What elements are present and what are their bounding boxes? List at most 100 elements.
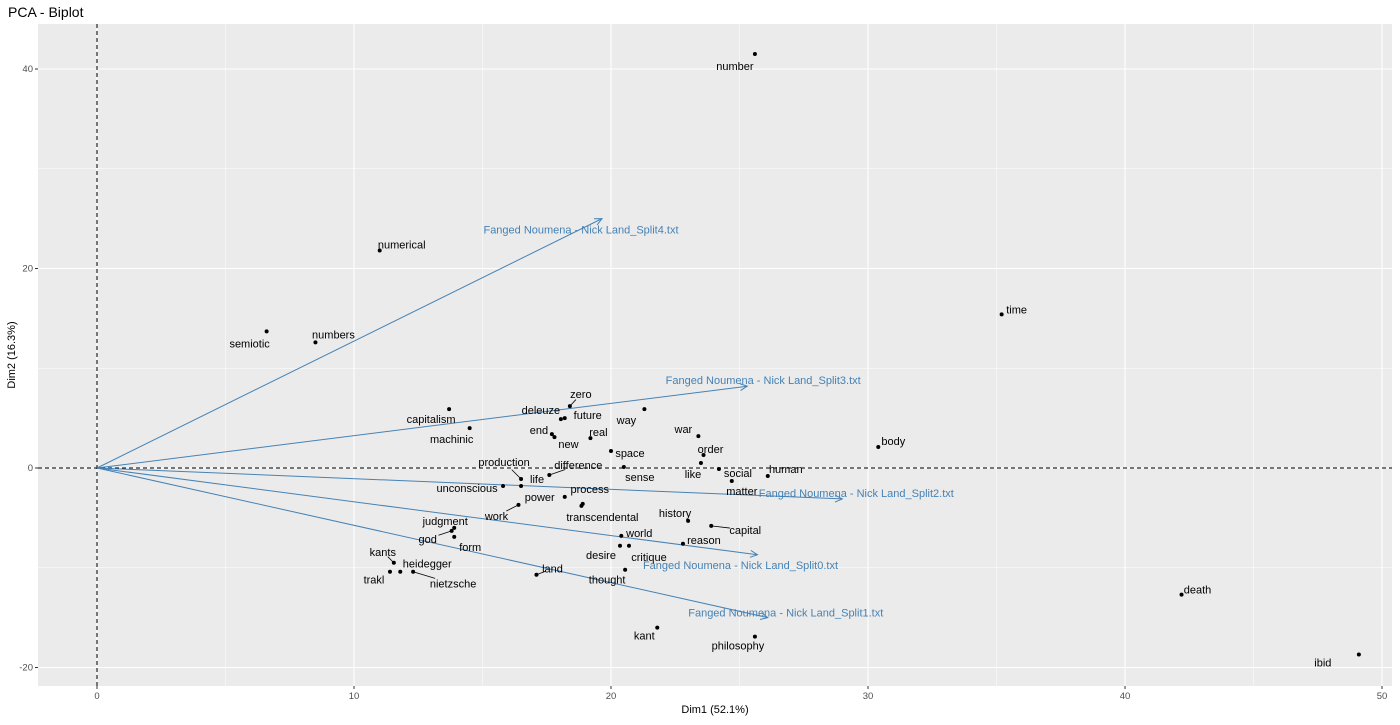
y-tick-label: 20 [22,264,33,275]
point-matter: matter [726,478,758,498]
point-marker [562,494,567,499]
point-label: number [716,61,754,73]
point-future: future [562,410,602,422]
label-connector [412,571,436,579]
point-marker [377,248,382,253]
point-label: way [616,415,637,427]
x-axis-label: Dim1 (52.1%) [681,704,748,716]
point-marker [452,534,457,539]
label-connector [438,530,452,536]
variable-arrow [96,467,843,500]
point-marker [534,572,539,577]
point-label: new [558,439,578,451]
point-marker [501,483,506,488]
point-label: death [1184,585,1212,597]
variable-label: Fanged Noumena - Nick Land_Split0.txt [643,560,838,572]
point-label: history [659,508,692,520]
chart-title: PCA - Biplot [8,4,84,20]
point-label: desire [586,550,616,562]
variable-label: Fanged Noumena - Nick Land_Split1.txt [688,608,883,620]
point-label: capitalism [407,414,456,426]
variable-label: Fanged Noumena - Nick Land_Split3.txt [666,375,861,387]
point-label: philosophy [712,641,765,653]
point-label: end [530,425,548,437]
point-label: zero [570,389,591,401]
point-label: kant [634,631,655,643]
point-marker [765,473,770,478]
point-marker [686,518,691,523]
reference-lines [38,24,1392,686]
point-marker [391,560,396,565]
point-body: body [876,436,906,450]
variable-arrow [96,385,748,469]
y-tick-label: 0 [28,463,33,474]
point-judgment: judgment [422,516,468,530]
point-space: space [609,448,645,460]
point-marker [716,466,721,471]
point-zero: zero [567,389,592,409]
point-history: history [659,508,692,523]
point-nietzsche: nietzsche [411,569,476,591]
point-human: human [765,464,803,478]
point-kants: kants [370,547,397,565]
point-label: deleuze [522,405,561,417]
point-label: capital [729,525,761,537]
point-label: trakl [364,575,385,587]
point-label: nietzsche [430,579,476,591]
point-social: social [716,466,752,480]
point-marker [999,312,1004,317]
point-label: like [685,469,702,481]
point-label: numerical [378,240,426,252]
point-deleuze: deleuze [522,405,563,422]
point-marker [519,483,524,488]
point-label: space [615,448,644,460]
point-marker [552,435,557,440]
arrow-head [749,549,759,558]
label-connector [511,469,522,480]
point-thought: thought [589,567,628,587]
point-philosophy: philosophy [712,634,765,653]
point-marker [1356,652,1361,657]
points: number numerical numbers semiotic time body de… [229,52,1361,670]
point-marker [729,478,734,483]
x-tick-label: 30 [863,691,874,702]
arrow-head [739,383,749,391]
point-marker [621,465,626,470]
point-difference: difference [547,460,602,477]
point-world: world [619,528,652,540]
point-label: transcendental [566,512,638,524]
point-time: time [999,304,1027,317]
point-marker [752,634,757,639]
point-semiotic: semiotic [229,329,270,350]
point-heidegger: heidegger [398,559,452,574]
point-sense: sense [621,465,655,484]
point-label: matter [726,486,758,498]
label-connector [711,525,730,529]
point-marker [447,407,452,412]
point-marker [876,445,881,450]
point-like: like [685,461,703,481]
x-tick-label: 0 [94,691,99,702]
point-marker [696,434,701,439]
point-number: number [716,52,757,73]
point-label: judgment [422,516,468,528]
point-label: order [698,444,724,456]
point-numbers: numbers [312,329,355,345]
variable-arrow [96,467,768,619]
point-marker [619,533,624,538]
point-form: form [452,534,481,554]
point-life: life [519,474,544,488]
point-marker [642,407,647,412]
variable-arrows: Fanged Noumena - Nick Land_Split4.txt Fan… [96,218,954,620]
point-label: semiotic [229,338,270,350]
point-marker [519,476,524,481]
y-axis-label: Dim2 (16.3%) [6,321,18,388]
point-label: reason [687,535,721,547]
point-end: end [530,425,554,437]
arrow-head [834,494,844,503]
point-marker [623,567,628,572]
point-label: sense [625,472,654,484]
point-label: social [724,468,752,480]
point-marker [1179,592,1184,597]
point-label: kants [370,547,397,559]
